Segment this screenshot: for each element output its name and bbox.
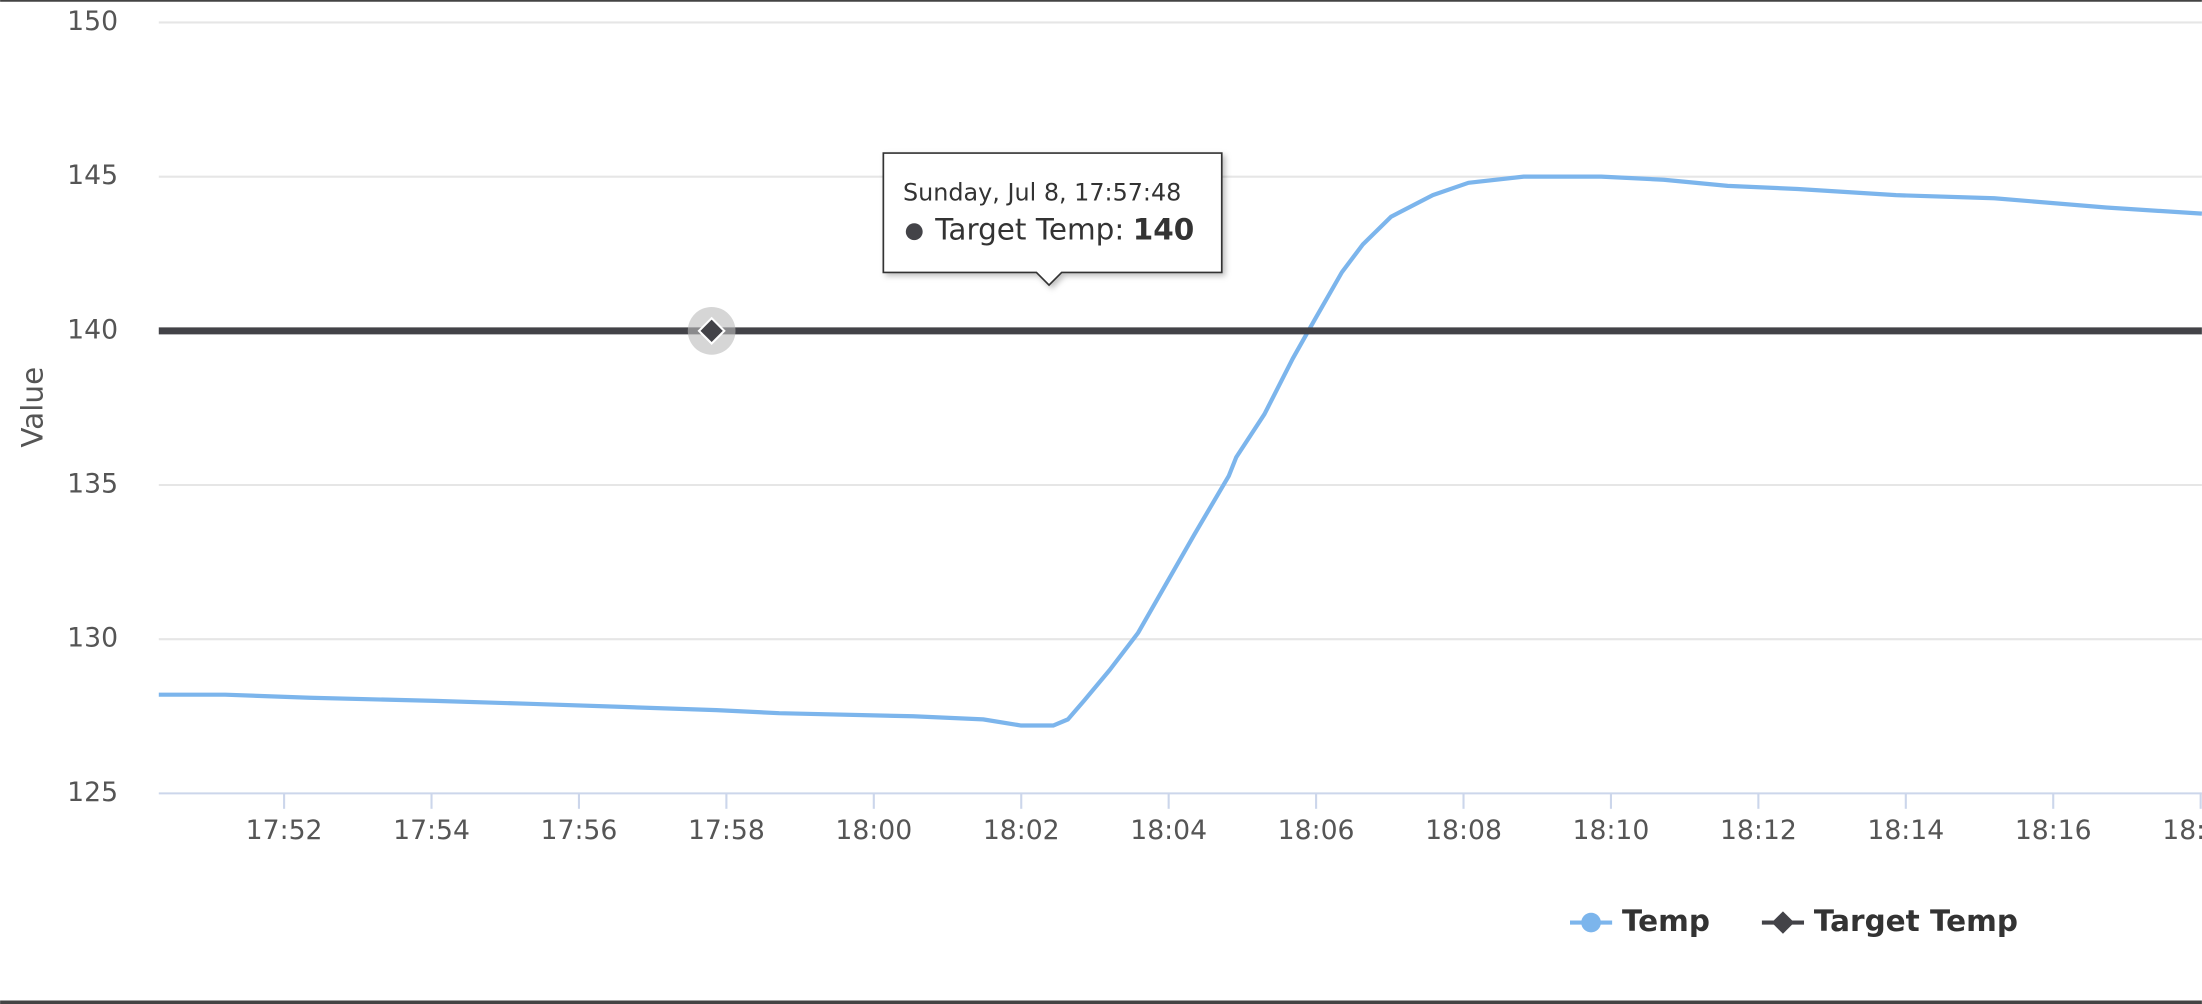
y-tick-label: 150 <box>67 6 118 37</box>
y-tick-label: 125 <box>67 777 118 808</box>
series-line <box>158 174 2202 728</box>
y-tick-label: 145 <box>67 160 118 191</box>
tooltip-value: 140 <box>1133 212 1195 246</box>
tooltip: Sunday, Jul 8, 17:57:48 Target Temp: 140 <box>882 152 1223 287</box>
x-tick-label: 18:18 <box>2162 815 2202 846</box>
tooltip-bullet <box>905 223 923 241</box>
x-tick-label: 18:02 <box>983 815 1060 846</box>
x-tick-label: 18:10 <box>1573 815 1650 846</box>
x-tick-label: 18:14 <box>1867 815 1944 846</box>
hover-marker <box>697 316 726 345</box>
x-tick-label: 18:16 <box>2015 815 2092 846</box>
legend: Temp Target Temp <box>1570 904 2018 938</box>
tooltip-header: Sunday, Jul 8, 17:57:48 <box>903 178 1181 206</box>
x-tick-label: 17:56 <box>541 815 618 846</box>
x-tick-label: 18:12 <box>1720 815 1797 846</box>
y-tick-label: 130 <box>67 623 118 654</box>
x-tick-label: 18:08 <box>1425 815 1502 846</box>
x-tick-label: 17:58 <box>688 815 765 846</box>
y-axis-title: Value <box>15 367 49 448</box>
legend-symbol <box>1771 911 1795 934</box>
x-tick-label: 17:52 <box>246 815 323 846</box>
y-tick-label: 140 <box>67 314 118 345</box>
tooltip-line: Target Temp: 140 <box>934 212 1194 246</box>
x-tick-label: 18:00 <box>835 815 912 846</box>
x-tick-label: 17:54 <box>393 815 470 846</box>
legend-label[interactable]: Temp <box>1622 904 1710 938</box>
y-tick-label: 135 <box>67 469 118 500</box>
x-tick-label: 18:04 <box>1130 815 1207 846</box>
x-tick-label: 18:06 <box>1278 815 1355 846</box>
legend-label[interactable]: Target Temp <box>1814 904 2018 938</box>
tooltip-label: Target Temp: <box>934 212 1124 246</box>
tooltip-box <box>882 152 1223 287</box>
legend-symbol <box>1581 912 1601 933</box>
